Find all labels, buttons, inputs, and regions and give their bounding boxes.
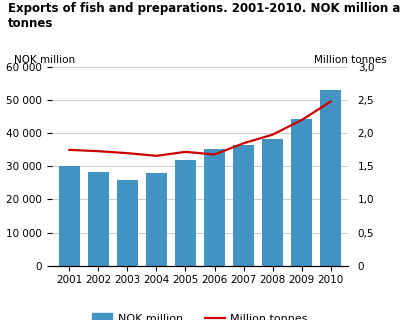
Bar (117, 180, 138, 266)
Bar (204, 149, 225, 266)
Bar (88, 172, 108, 266)
Bar (233, 145, 254, 266)
Bar (320, 90, 341, 266)
Text: Million tonnes: Million tonnes (314, 55, 386, 65)
Bar (175, 160, 196, 266)
Legend: NOK million, Million tonnes: NOK million, Million tonnes (88, 309, 312, 320)
Bar (59, 166, 80, 266)
Text: Exports of fish and preparations. 2001-2010. NOK million and million
tonnes: Exports of fish and preparations. 2001-2… (8, 2, 400, 30)
Bar (262, 139, 283, 266)
Text: NOK million: NOK million (14, 55, 75, 65)
Bar (146, 173, 167, 266)
Bar (292, 119, 312, 266)
